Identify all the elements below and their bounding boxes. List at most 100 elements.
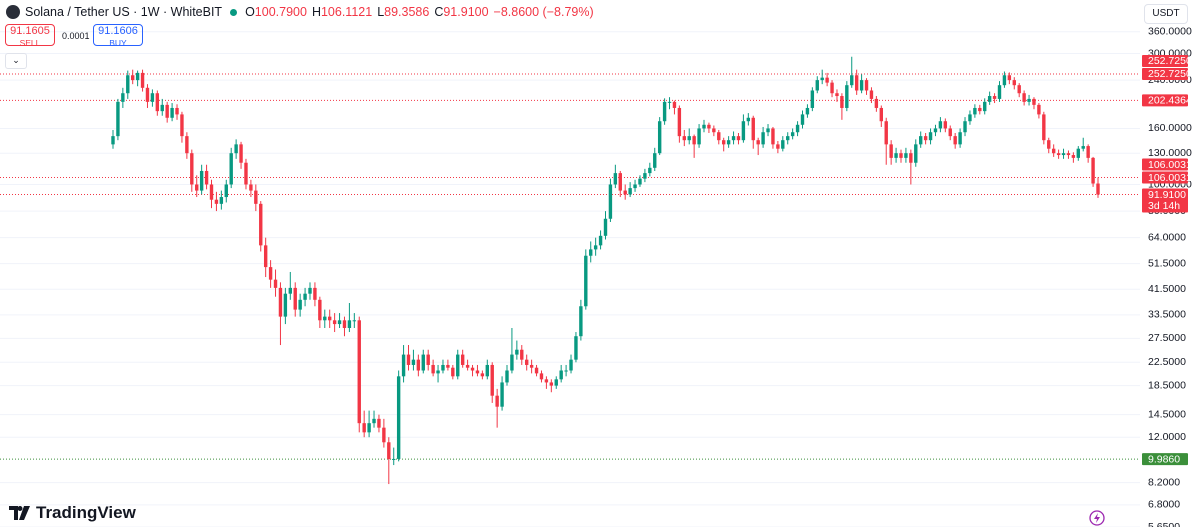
candle-body bbox=[968, 114, 972, 122]
candle-body bbox=[810, 90, 815, 108]
candle-body bbox=[923, 136, 928, 141]
candle-body bbox=[352, 320, 357, 322]
candle-body bbox=[185, 136, 189, 154]
candle-body bbox=[702, 124, 706, 129]
candle-body bbox=[1096, 183, 1100, 195]
legend-value: 91.9100 bbox=[443, 5, 489, 19]
candle-body bbox=[460, 354, 465, 365]
candle-body bbox=[367, 423, 371, 433]
candle-body bbox=[480, 373, 485, 377]
candle-body bbox=[323, 316, 327, 321]
candle-body bbox=[372, 418, 376, 424]
candle-body bbox=[1081, 146, 1085, 149]
candle-body bbox=[451, 367, 455, 377]
candle-body bbox=[643, 173, 647, 179]
candle-body bbox=[854, 75, 859, 91]
candle-body bbox=[313, 287, 317, 300]
candle-body bbox=[411, 359, 416, 365]
price-label-box bbox=[1142, 67, 1188, 80]
legend-key: H bbox=[311, 5, 321, 19]
candle-body bbox=[697, 128, 701, 145]
candle-body bbox=[318, 299, 322, 321]
y-tick-label: 22.5000 bbox=[1148, 356, 1186, 368]
candle-body bbox=[830, 82, 834, 94]
candle-body bbox=[850, 75, 854, 86]
candle-body bbox=[234, 144, 238, 154]
candle-body bbox=[441, 364, 445, 371]
candle-body bbox=[549, 382, 554, 386]
candle-body bbox=[436, 370, 440, 374]
price-label: 9.9860 bbox=[1148, 453, 1180, 465]
candle-body bbox=[589, 249, 593, 256]
candle-body bbox=[249, 184, 253, 191]
candle-body bbox=[525, 359, 529, 365]
candle-body bbox=[953, 136, 957, 145]
candle-body bbox=[741, 121, 746, 141]
candle-body bbox=[731, 136, 736, 141]
candle-body bbox=[958, 132, 962, 145]
candle-body bbox=[298, 299, 302, 310]
candle-body bbox=[465, 364, 470, 368]
candle-body bbox=[145, 87, 150, 102]
candle-body bbox=[909, 153, 913, 163]
currency-button[interactable]: USDT bbox=[1144, 4, 1188, 24]
candle-body bbox=[539, 373, 544, 380]
candle-body bbox=[712, 128, 716, 133]
candle-body bbox=[1061, 153, 1066, 156]
price-label-box bbox=[1142, 188, 1188, 213]
candle-body bbox=[475, 370, 480, 374]
spread: 0.0001 bbox=[62, 31, 90, 41]
brand-logo[interactable]: TradingView bbox=[9, 503, 136, 523]
candle-body bbox=[638, 178, 642, 185]
candle-body bbox=[722, 140, 726, 145]
candle-body bbox=[938, 121, 943, 129]
candle-body bbox=[1071, 155, 1076, 158]
y-tick-label: 5.6500 bbox=[1148, 521, 1180, 527]
candle-body bbox=[623, 190, 627, 195]
symbol-title[interactable]: Solana / Tether US · 1W · WhiteBIT bbox=[25, 5, 223, 19]
candle-body bbox=[574, 336, 578, 360]
candle-body bbox=[131, 75, 135, 81]
candle-body bbox=[180, 114, 184, 137]
buy-button[interactable]: 91.1606 BUY bbox=[93, 24, 143, 48]
price-label-box bbox=[1142, 94, 1188, 107]
alert-icon[interactable] bbox=[1089, 510, 1105, 526]
candle-body bbox=[293, 287, 297, 310]
candle-body bbox=[263, 245, 268, 268]
candle-body bbox=[1027, 98, 1031, 102]
candle-body bbox=[825, 77, 829, 83]
candle-body bbox=[140, 72, 145, 88]
legend-key: O bbox=[245, 5, 255, 19]
brand-name: TradingView bbox=[36, 503, 136, 522]
candle-body bbox=[362, 423, 366, 433]
candle-body bbox=[259, 203, 263, 246]
buy-label: BUY bbox=[109, 38, 127, 48]
candle-body bbox=[928, 132, 933, 141]
y-tick-label: 160.0000 bbox=[1148, 122, 1192, 134]
candle-body bbox=[943, 121, 948, 129]
candle-body bbox=[283, 293, 288, 317]
candle-body bbox=[150, 93, 155, 102]
candle-body bbox=[347, 320, 352, 328]
candle-body bbox=[746, 117, 751, 122]
collapse-button[interactable]: ⌄ bbox=[5, 53, 27, 69]
candle-body bbox=[342, 320, 347, 328]
candle-body bbox=[682, 136, 686, 141]
candle-body bbox=[795, 124, 800, 133]
candle-body bbox=[1056, 153, 1061, 156]
price-label: 91.9100 bbox=[1148, 189, 1186, 201]
candle-body bbox=[1042, 114, 1046, 141]
sell-button[interactable]: 91.1605 SELL bbox=[5, 24, 55, 48]
y-tick-label: 33.5000 bbox=[1148, 309, 1186, 321]
candle-body bbox=[919, 136, 923, 145]
candle-body bbox=[579, 306, 583, 337]
candle-body bbox=[288, 287, 292, 294]
candle-body bbox=[983, 101, 987, 112]
candle-body bbox=[820, 77, 824, 81]
candle-body bbox=[603, 218, 608, 236]
candle-body bbox=[889, 144, 893, 158]
candle-body bbox=[190, 153, 194, 185]
candle-body bbox=[431, 364, 435, 374]
candle-body bbox=[613, 173, 618, 185]
